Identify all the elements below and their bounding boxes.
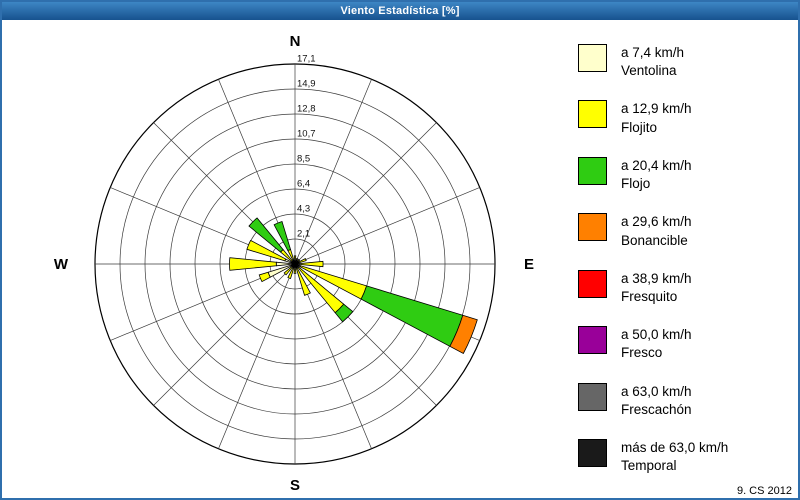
petal-135-flojo (334, 303, 354, 323)
legend-label: a 7,4 km/h Ventolina (621, 45, 685, 79)
petal-247.5-flojito (258, 271, 271, 283)
grid-spoke (294, 187, 480, 265)
compass-label-e: E (524, 256, 534, 273)
titlebar[interactable]: Viento Estadística [%] (2, 2, 798, 20)
petal-112.5-flojo (360, 285, 464, 347)
petal-270-flojito (229, 257, 277, 271)
grid-spoke (294, 263, 372, 449)
grid-spoke (294, 79, 372, 265)
legend-swatch (578, 269, 607, 298)
radial-tick-label: 14,9 (297, 79, 316, 90)
petal-67.5-flojito (297, 257, 307, 264)
petal-315-flojo (248, 217, 284, 253)
legend-item-flojito: a 12,9 km/h Flojito (578, 100, 728, 136)
legend-swatch (578, 439, 607, 468)
legend-item-temporal: más de 63,0 km/h Temporal (578, 439, 728, 475)
legend-label: a 38,9 km/h Fresquito (621, 270, 692, 304)
radial-tick-label: 12,8 (297, 104, 316, 115)
petal-112.5-bonancible (449, 314, 478, 355)
compass-label-n: N (290, 33, 301, 50)
petal-202.5-flojito (287, 266, 295, 280)
legend-item-flojo: a 20,4 km/h Flojo (578, 156, 728, 193)
radial-tick-label: 2,1 (297, 229, 310, 240)
petal-292.5-flojito (246, 239, 287, 262)
radial-tick-label: 4,3 (297, 204, 310, 215)
petal-157.5-flojito (295, 266, 311, 296)
legend-label: a 29,6 km/h Bonancible (621, 214, 692, 248)
petal-45-flojito (295, 258, 301, 264)
radial-tick-label: 10,7 (297, 129, 316, 140)
petal-90-flojito (299, 260, 324, 268)
legend-swatch (578, 326, 607, 355)
legend-label: a 20,4 km/h Flojo (621, 157, 692, 192)
legend-label: a 12,9 km/h Flojito (621, 101, 692, 135)
legend-label: más de 63,0 km/h Temporal (621, 440, 729, 474)
legend-swatch (578, 213, 607, 242)
legend-swatch (578, 156, 607, 185)
radial-tick-label: 6,4 (297, 179, 310, 190)
legend-label: a 50,0 km/h Fresco (621, 327, 692, 361)
legend: a 7,4 km/h Ventolina a 12,9 km/h Flojito a 2… (578, 44, 728, 476)
legend-item-fresco: a 50,0 km/h Fresco (578, 326, 728, 362)
legend-swatch (578, 44, 607, 72)
petal-225-flojito (283, 265, 294, 276)
legend-label: a 63,0 km/h Frescachón (621, 383, 692, 417)
grid-spoke (153, 263, 296, 406)
legend-item-ventolina: a 7,4 km/h Ventolina (578, 44, 728, 80)
credit-text: 9. CS 2012 (736, 485, 792, 497)
chart-area: 2,1 4,3 6,4 8,5 10,7 12,8 14,9 17,1 N S W E a 7,4 k… (2, 20, 798, 498)
petal-22.5-flojito (295, 257, 299, 263)
window-title: Viento Estadística [%] (340, 5, 460, 17)
legend-swatch (578, 100, 607, 129)
grid-spoke (218, 263, 296, 449)
compass-label-w: W (54, 256, 69, 273)
radial-tick-label: 17,1 (297, 54, 316, 65)
legend-item-bonancible: a 29,6 km/h Bonancible (578, 213, 728, 249)
legend-item-fresquito: a 38,9 km/h Fresquito (578, 269, 728, 306)
petal-337.5-flojo (273, 221, 292, 252)
legend-swatch (578, 382, 607, 411)
radial-tick-label: 8,5 (297, 154, 310, 165)
grid-spoke (294, 122, 437, 265)
windrose-chart: 2,1 4,3 6,4 8,5 10,7 12,8 14,9 17,1 N S W E (54, 33, 534, 494)
legend-item-frescachón: a 63,0 km/h Frescachón (578, 382, 728, 419)
petal-180-flojito (293, 265, 297, 274)
rose-center (293, 262, 297, 266)
compass-label-s: S (290, 477, 300, 494)
petal-0-flojito (293, 255, 297, 263)
